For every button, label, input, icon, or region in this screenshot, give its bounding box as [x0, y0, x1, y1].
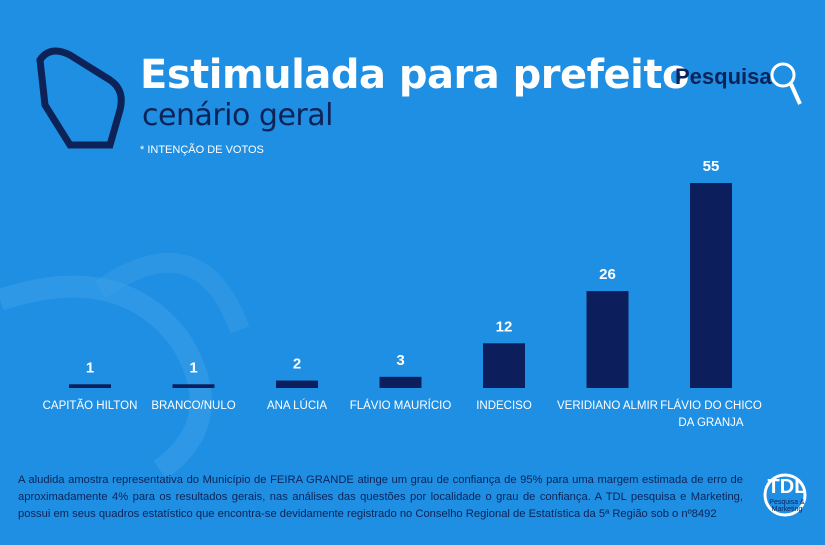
bar	[483, 343, 525, 388]
brand: Pesquisa	[675, 64, 772, 89]
footer: A aludida amostra representativa do Muni…	[18, 474, 743, 520]
value-label: 2	[293, 356, 301, 373]
bar	[69, 384, 111, 388]
note: * INTENÇÃO DE VOTOS	[140, 144, 264, 156]
bar	[379, 376, 422, 388]
value-label: 12	[496, 318, 513, 335]
category-label: CAPITÃO HILTON	[42, 400, 138, 412]
chart-subtitle: cenário geral	[142, 98, 333, 133]
chart-title: Estimulada para prefeito	[140, 52, 689, 98]
category-label: VERIDIANO ALMIR	[557, 400, 658, 412]
category-label: ANA LÚCIA	[266, 400, 328, 412]
category-label: BRANCO/NULO	[151, 400, 236, 412]
bar	[276, 380, 318, 388]
value-label: 1	[86, 359, 94, 376]
value-label: 55	[703, 158, 720, 175]
logo: TDL Pesquisa & Marketing	[762, 476, 812, 513]
value-label: 1	[189, 359, 197, 376]
bar	[690, 183, 732, 388]
logo-caption: Pesquisa & Marketing	[769, 499, 805, 513]
category-label: FLÁVIO DO CHICO DA GRANJA	[660, 400, 762, 429]
bar	[172, 384, 215, 388]
logo-text: TDL	[767, 476, 807, 498]
category-label: INDECISO	[476, 400, 532, 412]
value-label: 3	[396, 352, 404, 369]
bar	[586, 291, 629, 388]
category-label: FLÁVIO MAURÍCIO	[349, 400, 452, 412]
value-label: 26	[599, 266, 616, 283]
